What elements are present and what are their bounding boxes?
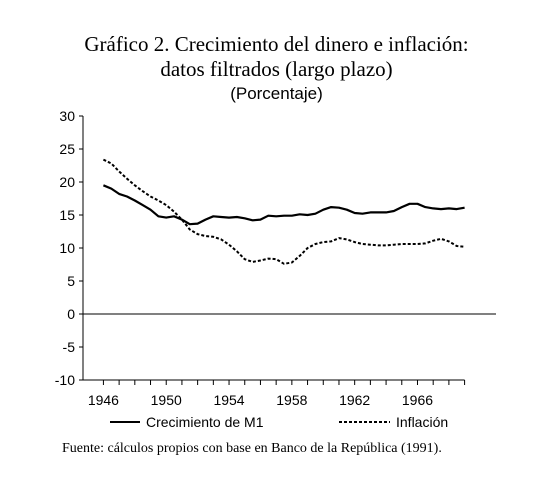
series-line-1 (102, 184, 465, 226)
y-tick-label: -10 (55, 372, 75, 388)
y-tick-label: 20 (59, 174, 75, 190)
x-tick-labels: 1946 1950 1954 1958 1962 1966 (88, 392, 433, 408)
y-tick-label: 30 (59, 108, 75, 124)
series-lines (102, 158, 465, 265)
x-tick-label: 1946 (88, 392, 119, 408)
x-tick-label: 1950 (151, 392, 182, 408)
source-note: Fuente: cálculos propios con base en Ban… (62, 441, 442, 456)
series-line-2 (102, 158, 465, 265)
x-tick-label: 1966 (402, 392, 433, 408)
legend-label-1: Crecimiento de M1 (146, 414, 264, 430)
legend: Crecimiento de M1 Inflación (110, 414, 448, 430)
chart-subtitle: (Porcentaje) (230, 84, 323, 103)
x-tick-label: 1954 (213, 392, 244, 408)
y-tick-label: 15 (59, 207, 75, 223)
y-tick-label: 25 (59, 141, 75, 157)
y-tick-label: 10 (59, 240, 75, 256)
x-tick-label: 1958 (276, 392, 307, 408)
chart-title-line2: datos filtrados (largo plazo) (160, 57, 393, 81)
y-tick-label: -5 (63, 339, 76, 355)
y-tick-labels: -10 -5 0 5 10 15 20 25 30 (55, 108, 75, 388)
x-tick-label: 1962 (339, 392, 370, 408)
y-tick-label: 0 (67, 306, 75, 322)
chart-title: Gráfico 2. Crecimiento del dinero e infl… (84, 32, 469, 56)
axes (79, 115, 496, 385)
legend-label-2: Inflación (396, 414, 448, 430)
y-tick-label: 5 (67, 273, 75, 289)
